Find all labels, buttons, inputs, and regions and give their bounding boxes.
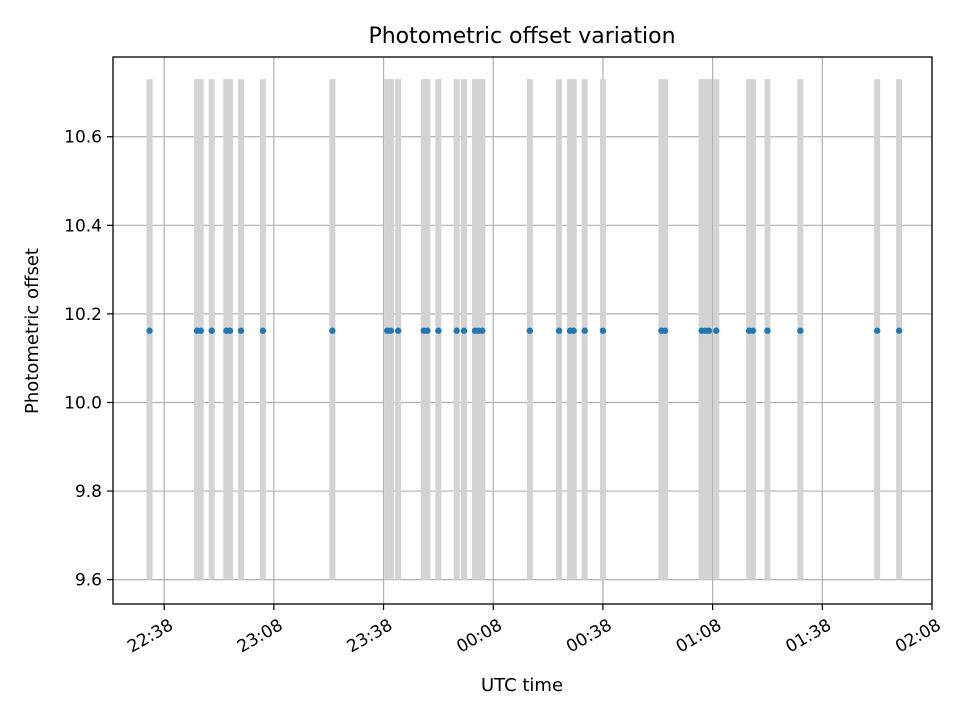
data-point xyxy=(749,327,757,334)
plot-frame xyxy=(112,56,933,605)
data-point xyxy=(259,327,267,334)
y-tick-label: 10.0 xyxy=(64,393,102,413)
data-point xyxy=(797,327,804,334)
data-point xyxy=(873,327,881,334)
data-point xyxy=(570,327,577,334)
data-point xyxy=(329,327,336,334)
data-point xyxy=(394,327,402,334)
data-point xyxy=(581,327,588,334)
data-point xyxy=(599,327,607,334)
data-point xyxy=(460,327,468,334)
data-point xyxy=(387,327,395,334)
data-point xyxy=(146,327,153,334)
data-point xyxy=(197,327,204,334)
y-tick-label: 9.6 xyxy=(75,571,102,591)
data-point xyxy=(435,327,442,334)
y-tick-label: 9.8 xyxy=(75,482,102,502)
data-point xyxy=(895,327,903,334)
data-point xyxy=(661,327,669,334)
data-point xyxy=(526,327,534,334)
y-axis-label: Photometric offset xyxy=(22,248,43,414)
data-point xyxy=(479,327,486,334)
y-tick-label: 10.6 xyxy=(64,128,102,148)
chart-title: Photometric offset variation xyxy=(368,24,675,49)
scatter-points xyxy=(146,327,903,334)
y-tick-label: 10.2 xyxy=(64,305,102,325)
data-point xyxy=(208,327,215,334)
data-point xyxy=(705,327,713,334)
data-point xyxy=(226,327,234,334)
data-point xyxy=(237,327,245,334)
data-point xyxy=(424,327,431,334)
data-point xyxy=(555,327,563,334)
x-axis-label: UTC time xyxy=(481,675,563,696)
data-point xyxy=(453,327,460,334)
y-tick-label: 10.4 xyxy=(64,216,102,236)
data-point xyxy=(713,327,720,334)
data-point xyxy=(764,327,771,334)
